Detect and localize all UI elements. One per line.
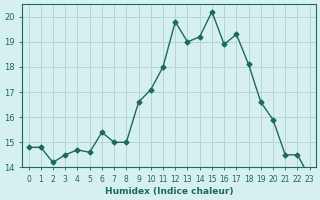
X-axis label: Humidex (Indice chaleur): Humidex (Indice chaleur) [105,187,233,196]
